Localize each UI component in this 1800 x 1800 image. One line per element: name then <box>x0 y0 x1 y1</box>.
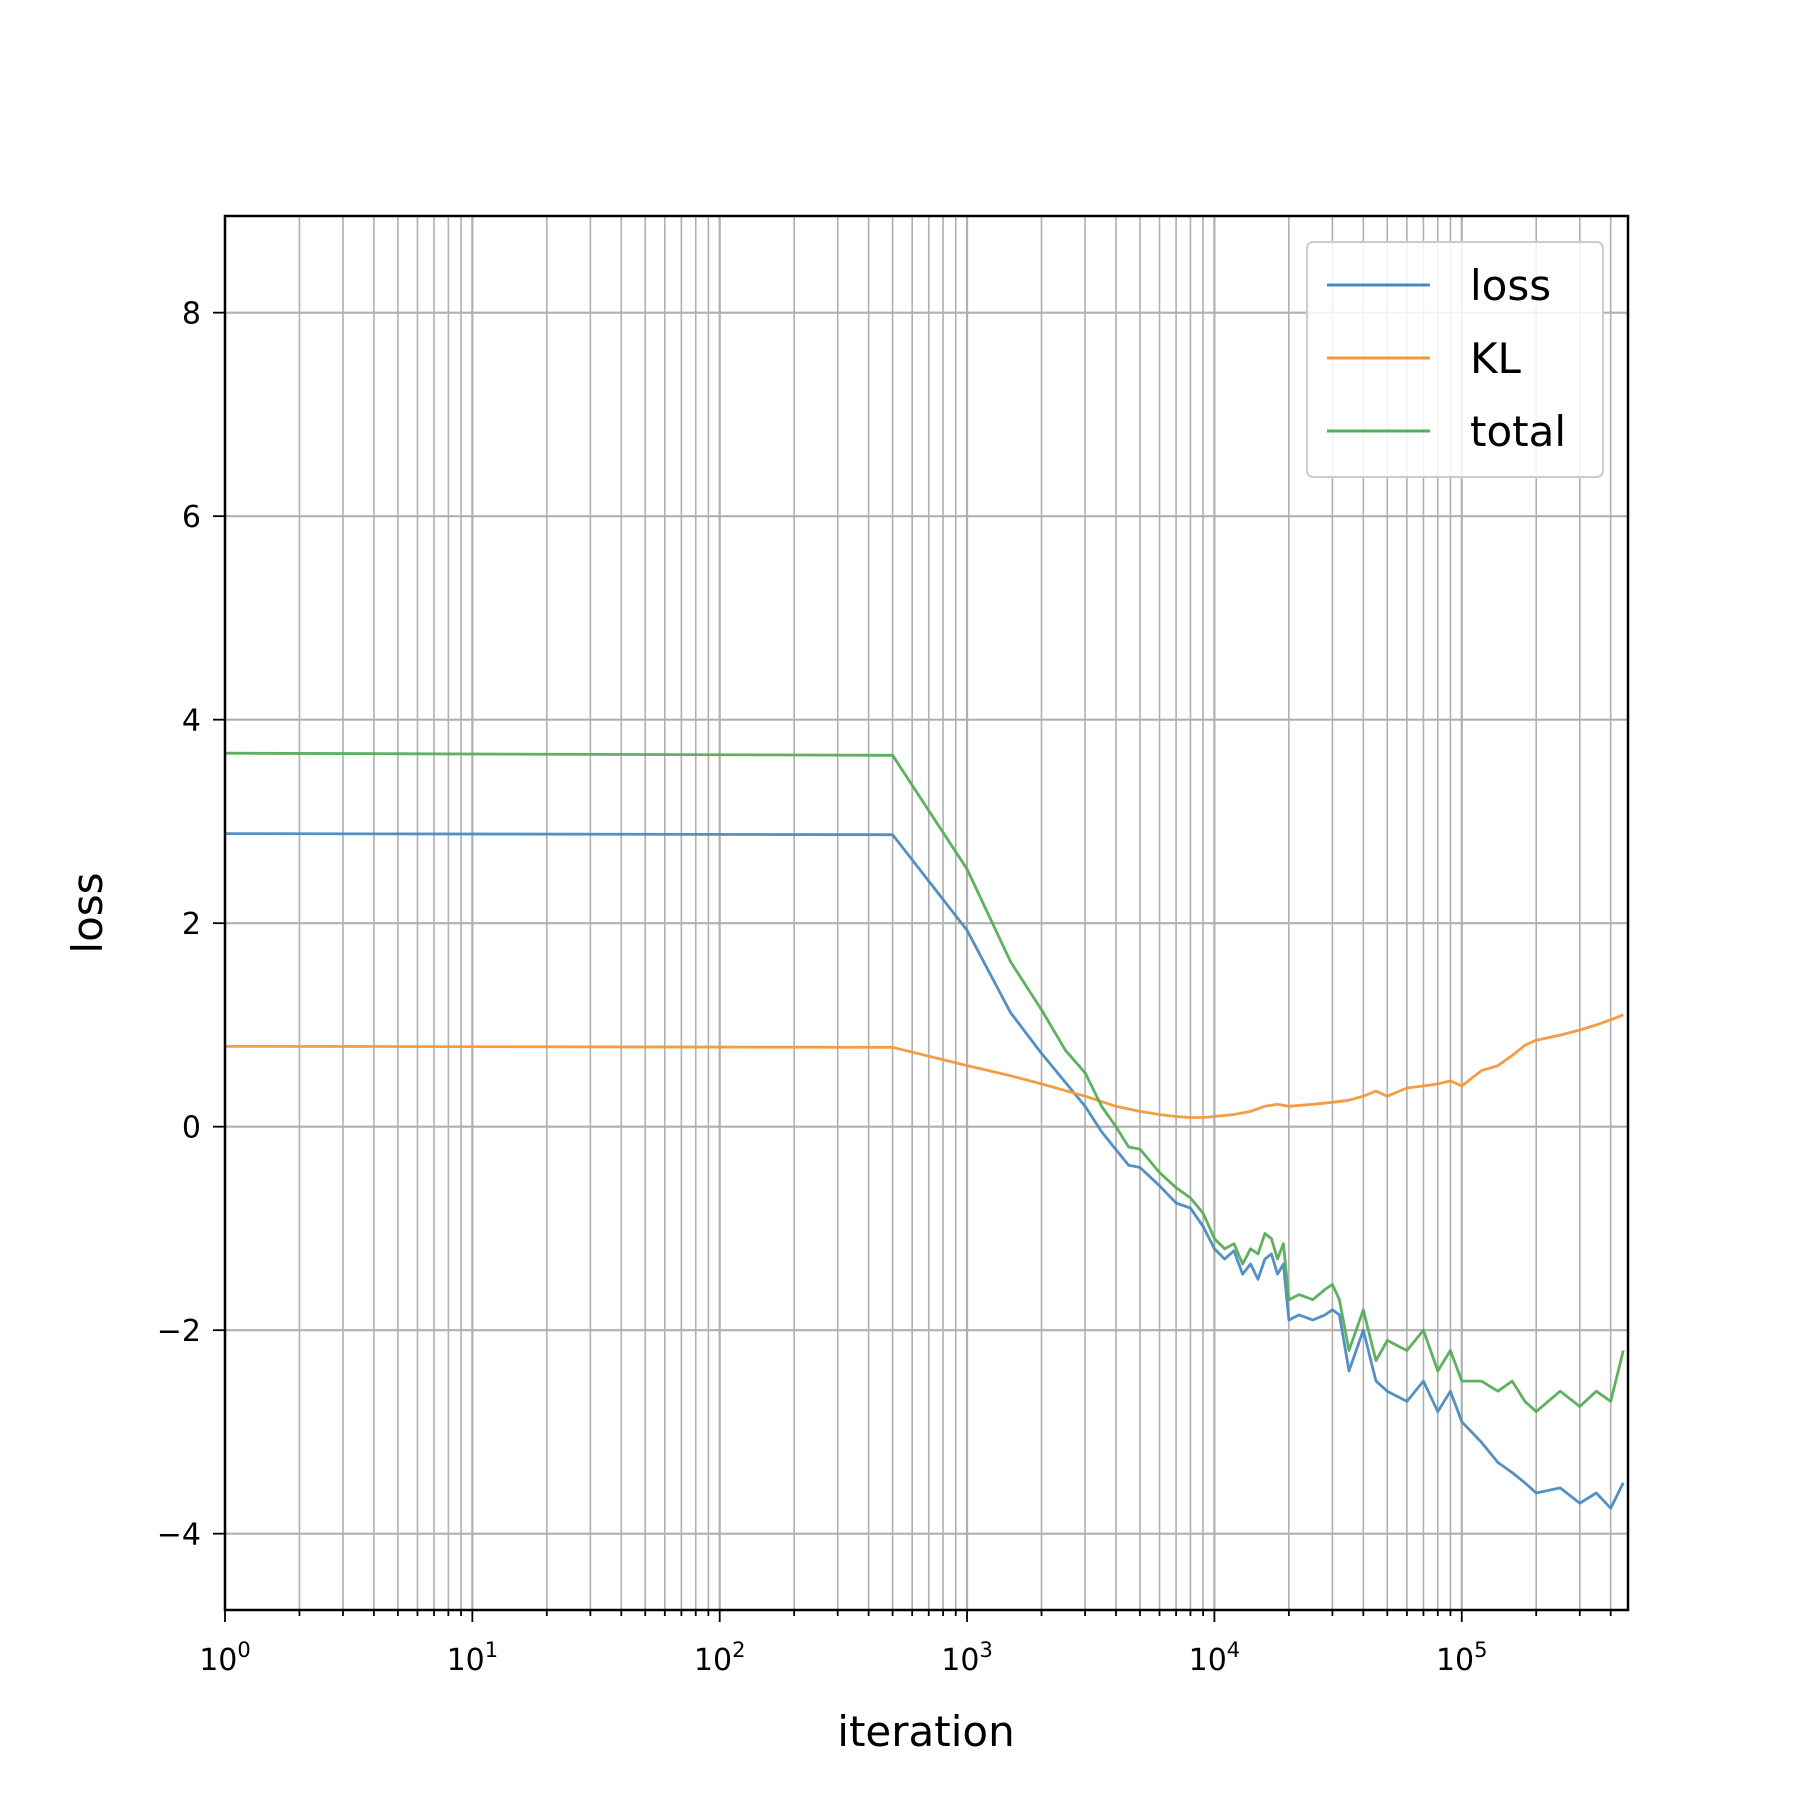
x-tick-label: 102 <box>694 1638 746 1678</box>
x-tick-label: 105 <box>1436 1638 1488 1678</box>
legend-label-loss: loss <box>1470 261 1551 310</box>
series-lines <box>224 751 1625 1510</box>
legend-label-kl: KL <box>1470 334 1522 383</box>
y-tick-label: 4 <box>182 704 201 739</box>
y-axis-label: loss <box>63 872 112 953</box>
legend: loss KL total <box>1306 241 1604 478</box>
x-tick-label: 100 <box>199 1638 251 1678</box>
y-tick-label: 6 <box>182 500 201 535</box>
x-axis-label: iteration <box>837 1707 1014 1756</box>
plot-frame <box>223 214 1630 1612</box>
series-line-total <box>224 751 1625 1413</box>
y-tick-label: −2 <box>157 1314 201 1349</box>
grid <box>223 216 1628 1610</box>
x-tick-label: 101 <box>447 1638 499 1678</box>
series-line-loss <box>224 832 1625 1510</box>
y-tick-label: 8 <box>182 297 201 332</box>
axis-ticks: 100 101 102 103 104 105 −4 −2 0 2 4 6 8 <box>157 297 1612 1678</box>
legend-label-total: total <box>1470 407 1566 456</box>
y-tick-label: −4 <box>157 1518 201 1553</box>
x-tick-label: 103 <box>941 1638 993 1678</box>
x-tick-label: 104 <box>1189 1638 1241 1678</box>
legend-box <box>1306 241 1604 478</box>
y-tick-label: 2 <box>182 907 201 942</box>
series-line-kl <box>224 1013 1624 1119</box>
y-tick-label: 0 <box>182 1111 201 1146</box>
